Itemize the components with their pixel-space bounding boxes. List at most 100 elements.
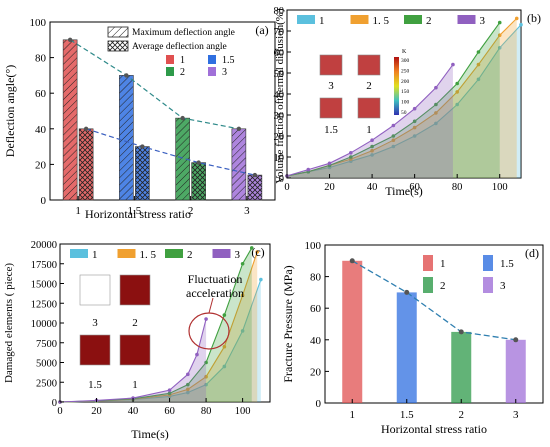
panel-a-ytick-label: 20 (35, 159, 47, 171)
colorbar-unit: K (402, 49, 407, 55)
panel-b-legend-label: 1 (319, 15, 325, 27)
panel-b-point (391, 138, 396, 142)
panel-c-point (204, 360, 208, 365)
panel-b-area-15 (287, 18, 517, 179)
avg-point (252, 172, 258, 178)
legend-avg-swatch (107, 40, 129, 52)
panel-b-ytick-label: 80 (274, 6, 285, 17)
panel-b-point (455, 102, 459, 107)
colorbar-tick-label: 300 (401, 58, 410, 64)
panel-c-legend-label: 1 (92, 249, 98, 261)
panel-b-point (476, 62, 481, 67)
panel-c-xtick-label: 80 (201, 406, 212, 417)
inset-c-3-box (79, 274, 111, 306)
panel-d-xtick-label: 1 (350, 409, 356, 421)
panel-d-xtick-label: 3 (513, 409, 519, 421)
trend-avg-line (85, 128, 256, 176)
panel-c-legend-swatch (212, 249, 231, 258)
bar-max-hatch-1.5 (119, 75, 134, 201)
panel-c-point (249, 246, 254, 250)
panel-c-point (186, 372, 190, 377)
annotation-fluctuation: Fluctuation acceleration (186, 272, 244, 300)
inset-b-1-5 (319, 97, 343, 119)
panel-b-point (434, 102, 438, 107)
inset-b-label-1-5: 1.5 (324, 124, 338, 136)
panel-c-area-3 (60, 319, 207, 402)
inset-c-2-box (119, 274, 151, 306)
fracture-point (458, 329, 464, 335)
inset-b-2 (357, 54, 381, 76)
panel-c-ytick-label: 12500 (31, 299, 57, 310)
panel-c-ylabel: Damaged elements ( piece) (3, 263, 15, 383)
legend-avg-label: Average deflection angle (132, 41, 227, 52)
panel-c-xlabel: Time(s) (131, 427, 169, 441)
colorbar-tick-label: 50 (401, 110, 407, 116)
panel-c-legend-label: 3 (235, 249, 241, 261)
panel-c-point (222, 344, 227, 349)
panel-b-point (514, 16, 519, 21)
panel-b-ytick-label: 0 (279, 174, 284, 185)
inset-b-label-1: 1 (366, 124, 372, 136)
inset-b-1 (357, 97, 381, 119)
bar-avg-hatch-3 (247, 174, 263, 201)
panel-c-xtick-label: 40 (128, 406, 139, 417)
panel-c-ytick-label: 15000 (31, 280, 57, 291)
panel-b-ytick-label: 10 (274, 153, 285, 164)
panel-b-xlabel: Time(s) (385, 184, 423, 198)
panel-b-point (455, 90, 459, 94)
panel-c-label: (c) (251, 245, 264, 259)
panel-c-point (195, 352, 199, 357)
panel-b-point (412, 134, 417, 138)
panel-b-ytick-label: 50 (274, 69, 285, 80)
panel-c-area-2 (60, 247, 252, 402)
panel-c-point (167, 391, 172, 396)
panel-c-chart: 0 2500 5000 7500 10000 12500 15000 17500 20000 0… (3, 240, 271, 441)
panel-c-point (240, 261, 245, 266)
panel-b-point (497, 20, 502, 25)
panel-c-point (222, 364, 227, 369)
panel-c-legend-swatch (117, 249, 136, 258)
panel-a-legend: Maximum deflection angle Average deflect… (107, 26, 235, 78)
panel-b-point (391, 134, 396, 138)
panel-b-point (412, 106, 417, 111)
panel-c-xtick-label: 100 (235, 406, 251, 417)
panel-d-legend-swatch-1 (423, 255, 433, 271)
panel-b-point (349, 155, 353, 159)
panel-c-point (240, 329, 245, 333)
panel-d-xlabel: Horizontal stress ratio (381, 422, 487, 436)
inset-c-1-box (119, 334, 151, 366)
panel-c-ytick-label: 0 (52, 398, 57, 409)
panel-a-label: (a) (255, 23, 268, 37)
inset-c-1-5-box (79, 334, 111, 366)
panel-b-xtick-label: 80 (452, 182, 463, 193)
panel-d-legend-swatch-2 (423, 277, 433, 293)
panel-b-ytick-label: 40 (274, 90, 285, 101)
panel-c-area-1 (60, 279, 261, 402)
bar-avg-hatch-2 (191, 162, 206, 201)
legend-color-label-1: 1 (180, 55, 185, 66)
panel-b-point (370, 153, 374, 157)
colorbar (394, 57, 399, 115)
legend-max-swatch (107, 26, 129, 38)
panel-d-legend-swatch-1.5 (483, 255, 493, 271)
panel-d-legend-label-1: 1 (440, 258, 446, 270)
panel-a-ylabel: Deflection angle(°) (3, 65, 17, 157)
panel-d-ylabel: Fracture Pressure (MPa) (281, 265, 295, 382)
panel-c-ytick-label: 2500 (36, 378, 57, 389)
legend-color-label-1.5: 1.5 (222, 55, 235, 66)
panel-c-point (186, 382, 190, 387)
panel-a-xtick-label: 3 (244, 205, 250, 217)
panel-d-ytick-label: 20 (310, 366, 322, 378)
panel-b-xtick-label: 0 (284, 182, 289, 193)
panel-d-xtick-label: 2 (459, 409, 465, 421)
panel-c-ytick-label: 5000 (36, 359, 57, 370)
bar-avg-hatch-1 (78, 128, 94, 201)
panel-b-area-3 (287, 64, 453, 178)
inset-b-3 (319, 54, 343, 76)
panel-a-ytick-label: 0 (41, 195, 47, 207)
panel-b-point (455, 81, 459, 86)
panel-d-legend-label-2: 2 (440, 280, 446, 292)
fracture-point (513, 337, 519, 343)
panel-b-ytick-label: 20 (274, 132, 285, 143)
